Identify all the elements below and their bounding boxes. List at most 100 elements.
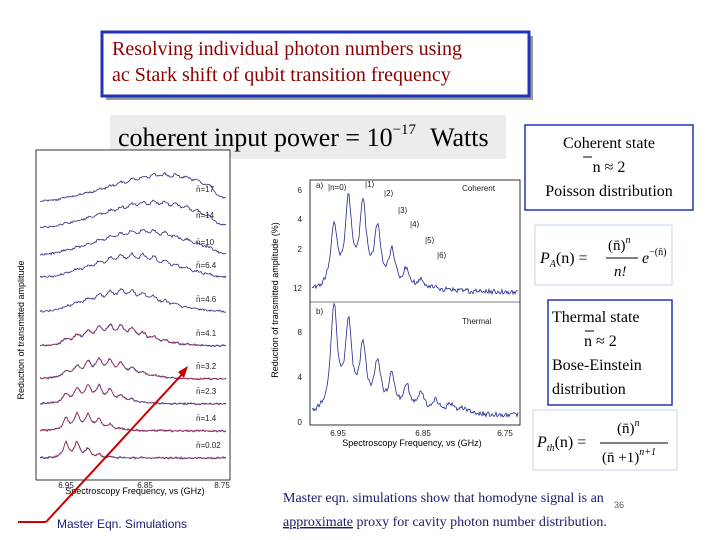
- title-line: Resolving individual photon numbers usin…: [112, 38, 462, 60]
- y-tick-label: 4: [298, 215, 303, 224]
- left-plot: Reduction of transmitted amplitude Spect…: [16, 149, 231, 496]
- simulation-trace: [39, 384, 226, 405]
- simulation-trace: [40, 357, 226, 380]
- formula-symbol: P: [539, 250, 550, 267]
- panel-name: Thermal: [462, 317, 492, 326]
- slide-number: 36: [614, 500, 624, 510]
- y-axis-label: Reduction of transmitted amplitude (%): [270, 222, 280, 378]
- formula-sub: th: [547, 443, 555, 454]
- simulation-trace: [40, 412, 226, 432]
- y-tick-label: 8: [298, 328, 303, 337]
- formula-factor-exp: −(n̄): [649, 247, 666, 258]
- y-tick-label: 4: [298, 373, 303, 382]
- plot-frame: [309, 179, 521, 426]
- formula-lhs: PA(n) =: [539, 250, 588, 270]
- y-tick-label: 12: [293, 284, 302, 293]
- banner-unit: Watts: [430, 123, 489, 152]
- formula-e: e: [642, 250, 649, 267]
- formula-numerator: (n̄)n: [617, 418, 640, 437]
- formula-sub: A: [549, 259, 557, 270]
- trace: [311, 302, 519, 419]
- peak-label: |5⟩: [425, 236, 435, 245]
- simulation-label: Master Eqn. Simulations: [57, 517, 187, 531]
- title-box: [100, 30, 531, 98]
- formula-symbol: P: [536, 434, 547, 451]
- arrow-head: [178, 366, 188, 378]
- trace-label: n̄=6.4: [196, 261, 217, 270]
- x-tick-label: 8.75: [214, 481, 230, 490]
- y-tick-label: 0: [298, 418, 303, 427]
- coherent-heading: Coherent state: [563, 135, 655, 152]
- trace: [39, 199, 227, 229]
- bose-formula: Pth(n) = (n̄)n (n̄ +1)n+1: [536, 418, 668, 466]
- formula-denominator: (n̄ +1)n+1: [602, 447, 656, 466]
- thermal-distribution: distribution: [552, 381, 626, 398]
- caption-line: approximate proxy for cavity photon numb…: [283, 515, 607, 530]
- trace-label: n̄=4.1: [196, 329, 217, 338]
- banner-text: coherent input power = 10−17 Watts: [118, 122, 489, 152]
- formula-num-exp: n: [635, 418, 640, 429]
- formula-num: (n̄): [617, 421, 635, 437]
- x-tick-label: 6.85: [415, 429, 431, 438]
- trace: [39, 228, 227, 256]
- y-tick-label: 6: [298, 186, 303, 195]
- banner-main: coherent input power = 10: [118, 123, 393, 152]
- y-axis-label: Reduction of transmitted amplitude: [16, 260, 26, 399]
- coherent-mean: n ≈ 2: [593, 159, 626, 176]
- trace-label: n̄=10: [196, 238, 215, 247]
- peak-label: |4⟩: [410, 220, 420, 229]
- peak-label: |n=0⟩: [328, 183, 347, 192]
- peak-label: |2⟩: [384, 189, 394, 198]
- plot-frame: [35, 149, 231, 481]
- right-plot: Reduction of transmitted amplitude (%) S…: [270, 179, 521, 448]
- x-axis-label: Spectroscopy Frequency, νs (GHz): [65, 486, 204, 496]
- panel-name: Coherent: [462, 184, 496, 193]
- thermal-mean: n ≈ 2: [584, 333, 617, 350]
- coherent-distribution: Poisson distribution: [545, 183, 673, 200]
- trace-label: n̄=1.4: [196, 414, 217, 423]
- caption-line: Master eqn. simulations show that homody…: [283, 491, 604, 506]
- trace: [39, 251, 227, 279]
- formula-num: (n̄): [608, 238, 626, 254]
- peak-label: |6⟩: [437, 251, 447, 260]
- trace-label: n̄=0.02: [196, 441, 221, 450]
- annotation-arrow: [45, 369, 187, 523]
- trace-label: n̄=3.2: [196, 362, 217, 371]
- formula-arg: (n) =: [556, 250, 588, 267]
- trace-label: n̄=4.6: [196, 295, 217, 304]
- panel-label: a): [316, 181, 323, 190]
- formula-frame: [534, 224, 673, 286]
- formula-factor: e−(n̄): [642, 247, 666, 267]
- x-tick-label: 6.95: [58, 481, 74, 490]
- peak-label: |3⟩: [398, 206, 408, 215]
- simulation-trace: [39, 440, 226, 459]
- trace: [311, 193, 519, 296]
- thermal-distribution: Bose-Einstein: [552, 357, 642, 374]
- poisson-formula: PA(n) = (n̄)n n! e−(n̄): [539, 235, 666, 280]
- title-line: ac Stark shift of qubit transition frequ…: [112, 64, 451, 86]
- x-tick-label: 6.95: [330, 429, 346, 438]
- formula-num-exp: n: [626, 235, 631, 246]
- coherent-box: [524, 124, 694, 211]
- formula-den-exp: n+1: [639, 447, 656, 458]
- thermal-box: [547, 299, 673, 406]
- x-tick-label: 6.75: [497, 429, 513, 438]
- formula-frame: [532, 409, 678, 471]
- x-axis-label: Spectroscopy Frequency, νs (GHz): [342, 438, 481, 448]
- formula-denominator: n!: [614, 264, 627, 280]
- y-tick-label: 2: [298, 245, 303, 254]
- trace-label: n̄=17: [196, 185, 215, 194]
- caption-rest: proxy for cavity photon number distribut…: [353, 515, 607, 530]
- panel-label: b): [316, 307, 323, 316]
- caption-underlined: approximate: [283, 515, 353, 530]
- x-tick-label: 6.85: [137, 481, 153, 490]
- formula-lhs: Pth(n) =: [536, 434, 586, 454]
- thermal-heading: Thermal state: [552, 309, 640, 326]
- simulation-trace: [40, 323, 226, 347]
- trace: [40, 172, 227, 202]
- trace: [39, 288, 227, 313]
- banner-exponent: −17: [393, 122, 417, 138]
- peak-label: |1⟩: [365, 180, 375, 189]
- formula-numerator: (n̄)n: [608, 235, 631, 254]
